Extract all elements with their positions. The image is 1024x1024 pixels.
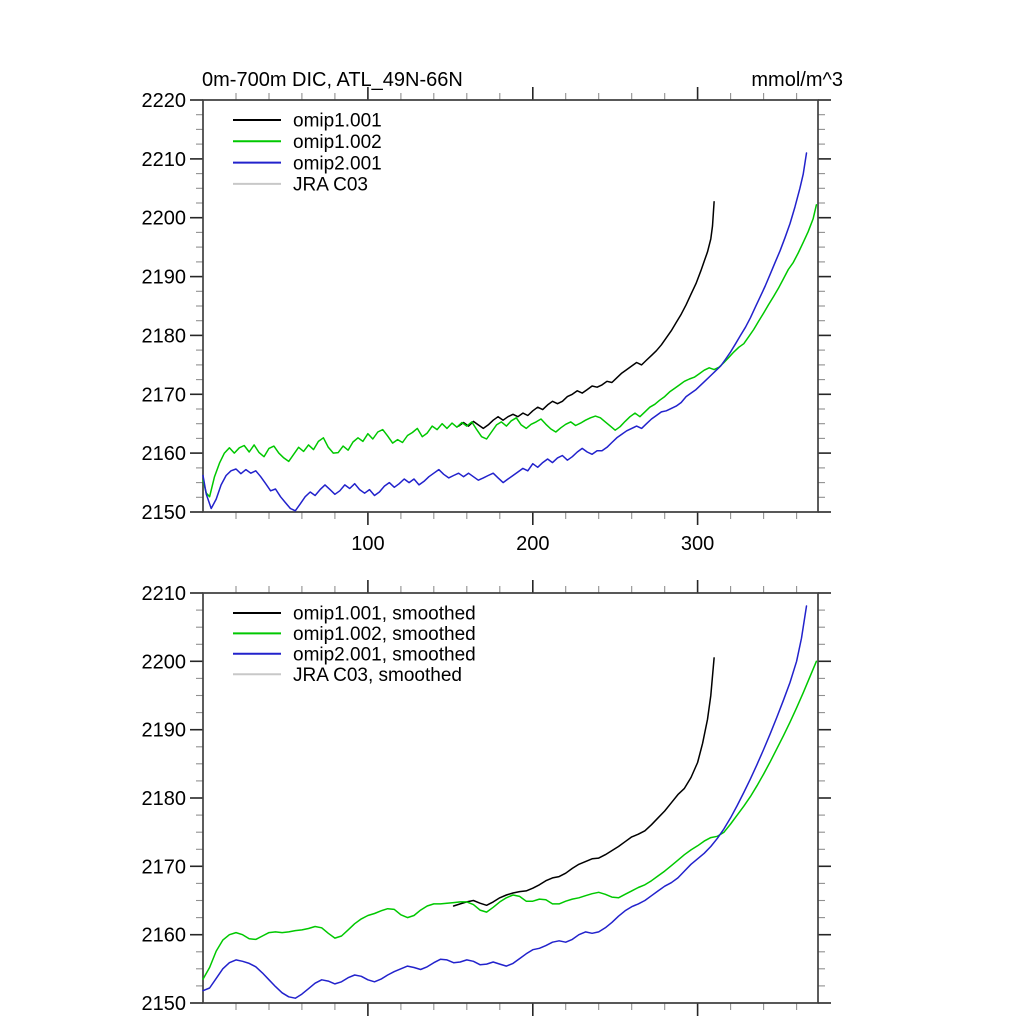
y-minor-ticks-bottom <box>196 609 825 987</box>
y-tick-label: 2150 <box>142 993 187 1015</box>
legend-label: JRA C03 <box>293 175 368 196</box>
y-tick-label: 2150 <box>142 502 187 524</box>
panel-bottom: 2150 2160 2170 2180 2190 2200 2210 omip1.001, s… <box>142 580 831 1016</box>
legend-label: omip1.002 <box>293 132 382 153</box>
x-major-ticks-bottom <box>367 580 699 1016</box>
series-line-omip1-002 <box>202 204 818 498</box>
legend-label: omip2.001, smoothed <box>293 644 476 665</box>
y-tick-label: 2170 <box>142 384 187 406</box>
y-tick-label: 2200 <box>142 208 187 230</box>
y-major-ticks-bottom <box>190 592 831 1004</box>
y-tick-label: 2190 <box>142 720 187 742</box>
units-label: mmol/m^3 <box>751 69 843 91</box>
series-line-omip2-001-smoothed <box>202 605 808 999</box>
y-tick-label: 2170 <box>142 856 187 878</box>
x-major-ticks-top <box>367 87 699 525</box>
y-tick-label: 2210 <box>142 149 187 171</box>
y-tick-label: 2190 <box>142 267 187 289</box>
y-tick-label: 2180 <box>142 788 187 810</box>
x-minor-ticks-top <box>235 93 798 519</box>
series-line-omip1-001 <box>457 201 715 430</box>
y-tick-label: 2160 <box>142 443 187 465</box>
series-line-omip2-001 <box>202 152 808 512</box>
series-line-omip1-002-smoothed <box>202 660 818 980</box>
plot-title: 0m-700m DIC, ATL_49N-66N <box>202 69 463 91</box>
legend-label: omip2.001 <box>293 153 382 174</box>
series-line-omip1-001-smoothed <box>452 657 715 907</box>
x-tick-label: 300 <box>681 533 714 555</box>
x-minor-ticks-bottom <box>235 586 798 1010</box>
y-tick-label: 2200 <box>142 651 187 673</box>
legend-label: omip1.002, smoothed <box>293 624 476 645</box>
y-tick-label: 2210 <box>142 583 187 605</box>
x-tick-label: 100 <box>351 533 384 555</box>
plot-box-bottom <box>202 592 819 1004</box>
legend-label: omip1.001 <box>293 111 382 132</box>
x-tick-label: 200 <box>516 533 549 555</box>
y-minor-ticks-top <box>196 114 825 498</box>
y-tick-label: 2180 <box>142 325 187 347</box>
y-major-ticks-top <box>190 99 831 513</box>
y-tick-label: 2160 <box>142 925 187 947</box>
legend-label: JRA C03, smoothed <box>293 665 462 686</box>
plot-box-top <box>202 99 819 513</box>
legend-label: omip1.001, smoothed <box>293 604 476 625</box>
y-tick-label: 2220 <box>142 90 187 112</box>
panel-top: 100 200 300 2150 2160 2170 2180 2190 2200 2210 222… <box>142 87 831 555</box>
